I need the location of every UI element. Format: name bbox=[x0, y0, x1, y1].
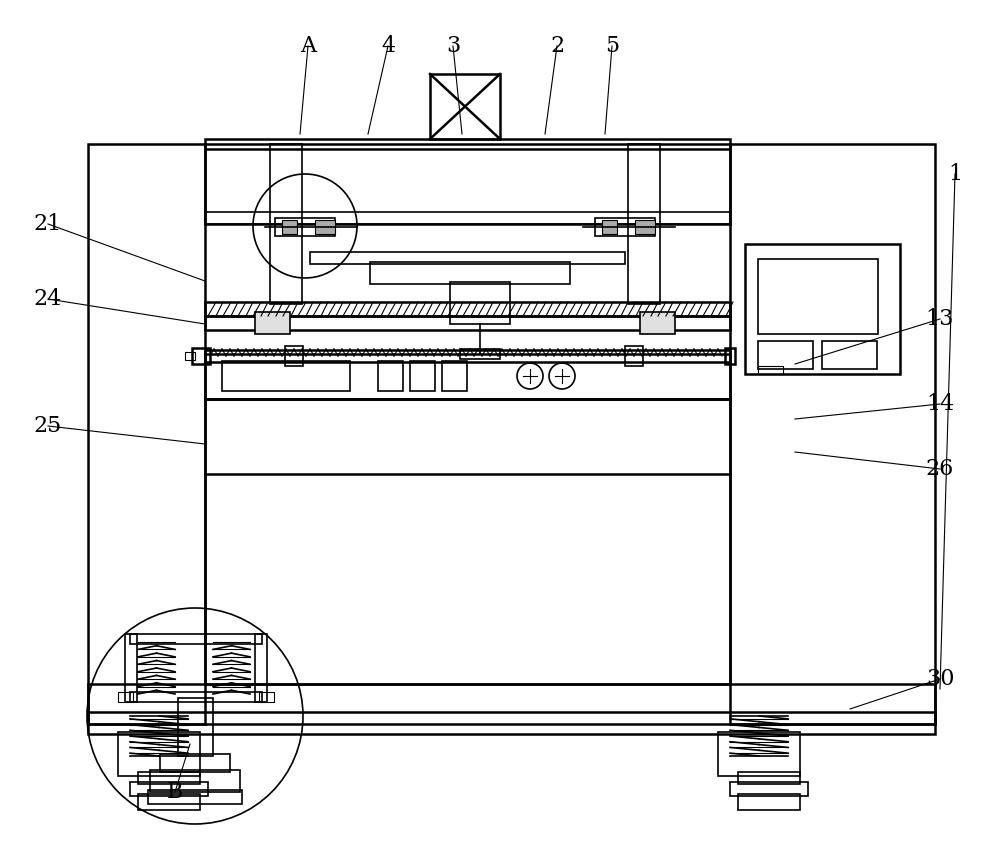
Bar bbox=[410, 361, 435, 391]
Bar bbox=[205, 302, 730, 316]
Text: 25: 25 bbox=[34, 415, 62, 437]
Bar bbox=[205, 144, 730, 224]
Bar bbox=[602, 220, 617, 234]
Text: A: A bbox=[300, 35, 316, 57]
Bar bbox=[628, 144, 660, 304]
Bar bbox=[310, 252, 625, 264]
Text: 3: 3 bbox=[446, 35, 460, 57]
Text: B: B bbox=[167, 781, 183, 803]
Bar bbox=[192, 348, 210, 364]
Bar bbox=[460, 349, 500, 359]
Bar bbox=[635, 220, 655, 234]
Bar bbox=[270, 144, 302, 304]
Bar bbox=[255, 634, 267, 702]
Bar bbox=[148, 790, 242, 804]
Bar bbox=[130, 782, 208, 796]
Text: 2: 2 bbox=[550, 35, 564, 57]
Bar bbox=[88, 712, 935, 734]
Text: 5: 5 bbox=[605, 35, 619, 57]
Bar bbox=[130, 692, 262, 702]
Text: 26: 26 bbox=[926, 458, 954, 480]
Bar bbox=[88, 144, 205, 724]
Bar bbox=[758, 259, 878, 334]
Bar bbox=[430, 74, 500, 139]
Bar bbox=[205, 316, 730, 330]
Bar bbox=[718, 732, 800, 776]
Bar bbox=[138, 794, 200, 810]
Bar bbox=[640, 312, 675, 334]
Bar bbox=[118, 732, 200, 776]
Bar bbox=[118, 692, 133, 702]
Text: 24: 24 bbox=[34, 288, 62, 310]
Bar bbox=[205, 350, 730, 362]
Bar bbox=[758, 341, 813, 369]
Text: 1: 1 bbox=[948, 163, 962, 185]
Bar bbox=[595, 218, 655, 236]
Bar bbox=[450, 282, 510, 324]
Bar bbox=[370, 262, 570, 284]
Bar bbox=[185, 352, 195, 360]
Bar bbox=[442, 361, 467, 391]
Bar bbox=[88, 684, 935, 724]
Bar bbox=[150, 770, 240, 792]
Bar bbox=[285, 346, 303, 366]
Bar bbox=[275, 218, 335, 236]
Bar bbox=[205, 212, 730, 224]
Bar bbox=[205, 354, 730, 399]
Bar bbox=[822, 341, 877, 369]
Bar bbox=[259, 692, 274, 702]
Bar bbox=[738, 794, 800, 810]
Bar bbox=[160, 754, 230, 772]
Text: 14: 14 bbox=[926, 393, 954, 415]
Bar bbox=[315, 220, 335, 234]
Bar bbox=[125, 634, 137, 702]
Bar bbox=[378, 361, 403, 391]
Bar bbox=[205, 139, 730, 149]
Bar bbox=[758, 366, 783, 374]
Bar bbox=[725, 348, 735, 364]
Text: 30: 30 bbox=[926, 668, 954, 690]
Bar bbox=[222, 361, 350, 391]
Bar bbox=[205, 399, 730, 684]
Bar bbox=[738, 772, 800, 784]
Bar bbox=[138, 772, 200, 784]
Text: 13: 13 bbox=[926, 308, 954, 330]
Bar bbox=[625, 346, 643, 366]
Text: 4: 4 bbox=[381, 35, 395, 57]
Bar bbox=[730, 144, 935, 724]
Bar bbox=[282, 220, 297, 234]
Bar bbox=[730, 782, 808, 796]
Bar bbox=[178, 698, 213, 756]
Bar bbox=[130, 634, 262, 644]
Bar bbox=[255, 312, 290, 334]
Text: 21: 21 bbox=[34, 213, 62, 235]
Bar bbox=[745, 244, 900, 374]
